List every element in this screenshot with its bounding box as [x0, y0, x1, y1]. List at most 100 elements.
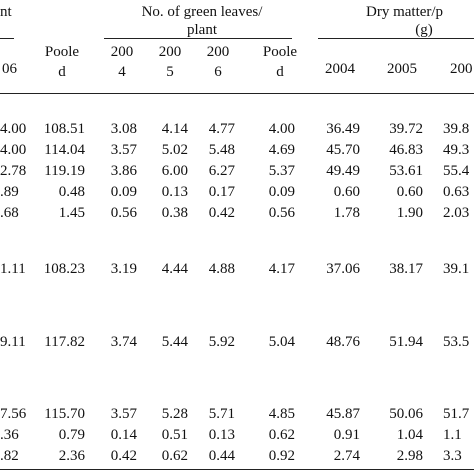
- table-cell: 2.36: [58, 448, 85, 464]
- table-cell: 0.60: [396, 184, 423, 200]
- table-cell: 114.04: [44, 142, 85, 158]
- table-cell: 1.1: [443, 427, 462, 443]
- table-cell: 53.5: [443, 334, 470, 350]
- table-cell: 0.42: [208, 205, 235, 221]
- table-cell: 0.42: [110, 448, 137, 464]
- table-cell: 3.74: [110, 334, 137, 350]
- group-header-dry-matter-line1: Dry matter/p: [366, 4, 444, 20]
- table-cell: 119.19: [44, 163, 85, 179]
- table-cell: 45.87: [326, 406, 360, 422]
- table-cell: 3.86: [110, 163, 137, 179]
- table-cell: 5.71: [208, 406, 235, 422]
- table-cell: 4.17: [268, 261, 295, 277]
- col-header-2006-b: 200: [450, 61, 473, 77]
- header-divider-leaves: [104, 38, 292, 39]
- table-cell: 3.08: [110, 121, 137, 137]
- table-cell: 0.91: [333, 427, 360, 443]
- table-cell: 4.88: [208, 261, 235, 277]
- table-cell: .68: [0, 205, 19, 221]
- table-cell: 4.14: [161, 121, 188, 137]
- table-cell: 1.04: [396, 427, 423, 443]
- table-cell: 108.51: [43, 121, 85, 137]
- table-cell: 0.09: [268, 184, 295, 200]
- table-cell: 117.82: [44, 334, 85, 350]
- table-cell: 3.57: [110, 406, 137, 422]
- table-cell: 115.70: [44, 406, 85, 422]
- table-cell: 4.00: [0, 121, 27, 137]
- col-header-2004-a-line1: 200: [110, 44, 134, 60]
- table-cell: 0.51: [161, 427, 188, 443]
- table-cell: 0.92: [268, 448, 295, 464]
- table-cell: 45.70: [326, 142, 360, 158]
- table-cell: 4.69: [268, 142, 295, 158]
- table-cell: 3.19: [110, 261, 137, 277]
- table-cell: 0.56: [268, 205, 295, 221]
- table-bottom-rule: [0, 469, 474, 470]
- table-cell: 48.76: [326, 334, 360, 350]
- col-header-pooled-2-line1: Poole: [262, 44, 298, 60]
- table-cell: 1.90: [396, 205, 423, 221]
- col-header-2004-a-line2: 4: [118, 64, 126, 80]
- table-cell: 0.60: [333, 184, 360, 200]
- table-cell: 5.92: [208, 334, 235, 350]
- table-cell: 4.77: [208, 121, 235, 137]
- col-header-pooled-1-line2: d: [58, 64, 66, 80]
- group-header-green-leaves-line2: plant: [187, 22, 217, 38]
- table-cell: 3.3: [443, 448, 462, 464]
- table-cell: 0.14: [110, 427, 137, 443]
- table-cell: 5.28: [161, 406, 188, 422]
- table-cell: 5.44: [161, 334, 188, 350]
- table-cell: 49.49: [326, 163, 360, 179]
- col-header-2006-a-line1: 200: [206, 44, 230, 60]
- table-cell: 0.62: [268, 427, 295, 443]
- col-header-pooled-2-line2: d: [276, 64, 284, 80]
- table-cell: 0.44: [208, 448, 235, 464]
- col-header-2006-a-line2: 6: [214, 64, 222, 80]
- table-cell: 0.38: [161, 205, 188, 221]
- table-cell: 2.98: [396, 448, 423, 464]
- col-header-2005-a-line1: 200: [158, 44, 182, 60]
- group-header-green-leaves-line1: No. of green leaves/: [141, 4, 263, 20]
- table-cell: 2.78: [0, 163, 27, 179]
- table-cell: 53.61: [389, 163, 423, 179]
- table-cell: 55.4: [443, 163, 470, 179]
- table-cell: .82: [0, 448, 19, 464]
- table-cell: 49.3: [443, 142, 470, 158]
- table-cell: 5.48: [208, 142, 235, 158]
- table-cell: 6.27: [208, 163, 235, 179]
- table-cell: 4.85: [268, 406, 295, 422]
- header-divider-left: [0, 38, 14, 39]
- table-cell: 5.37: [268, 163, 295, 179]
- table-cell: 5.02: [161, 142, 188, 158]
- table-cell: 37.06: [326, 261, 360, 277]
- col-header-2004-b: 2004: [325, 61, 355, 77]
- table-cell: 6.00: [161, 163, 188, 179]
- table-cell: 51.94: [389, 334, 423, 350]
- table-cell: 39.72: [389, 121, 423, 137]
- table-cell: 7.56: [0, 406, 27, 422]
- header-bottom-rule: [0, 93, 474, 94]
- col-header-06: 06: [2, 61, 17, 77]
- table-cell: 2.03: [443, 205, 470, 221]
- table-cell: 4.00: [0, 142, 27, 158]
- group-header-partial: nt: [0, 4, 12, 20]
- table-cell: 0.62: [161, 448, 188, 464]
- table-cell: 39.1: [443, 261, 470, 277]
- table-cell: 9.11: [0, 334, 26, 350]
- table-cell: 3.57: [110, 142, 137, 158]
- col-header-2005-b: 2005: [387, 61, 417, 77]
- table-cell: 4.44: [161, 261, 188, 277]
- table-cell: 5.04: [268, 334, 295, 350]
- table-cell: 0.48: [58, 184, 85, 200]
- table-cell: 0.17: [208, 184, 235, 200]
- group-header-dry-matter-line2: (g): [415, 22, 433, 38]
- table-cell: 39.8: [443, 121, 470, 137]
- table-cell: 4.00: [268, 121, 295, 137]
- table-cell: .89: [0, 184, 19, 200]
- table-cell: 36.49: [326, 121, 360, 137]
- table-cell: 0.09: [110, 184, 137, 200]
- table-cell: 108.23: [43, 261, 85, 277]
- table-cell: .36: [0, 427, 19, 443]
- table-cell: 0.56: [110, 205, 137, 221]
